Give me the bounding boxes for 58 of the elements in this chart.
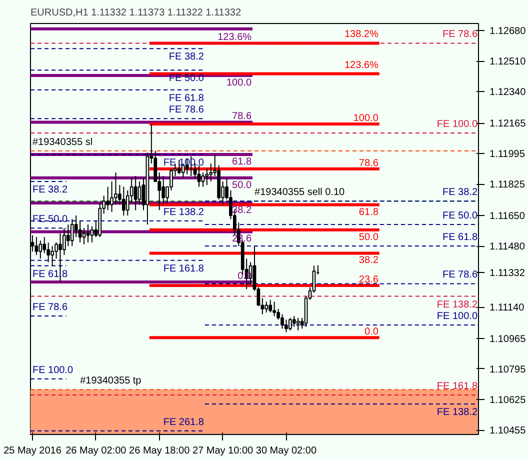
y-tick-label: 1.11825 — [490, 180, 526, 191]
series-label: 100.0 — [226, 78, 252, 89]
series-label: FE 78.6 — [442, 29, 478, 40]
series-label: FE 261.8 — [163, 416, 204, 428]
series-label: 61.8 — [232, 156, 252, 168]
series-label: FE 78.6 — [32, 302, 68, 314]
ref-line-label: #19340355 tp — [80, 376, 142, 387]
series-label: 138.2% — [344, 29, 378, 40]
x-tick-label: 26 May 18:00 — [129, 446, 190, 456]
series-label: 78.6 — [232, 111, 252, 122]
series-label: 61.8 — [358, 206, 379, 218]
series-label: 78.6 — [358, 158, 379, 169]
series-label: FE 161.8 — [163, 263, 204, 274]
series-label: 38.2 — [358, 255, 379, 266]
series-label: 123.6% — [218, 32, 252, 43]
y-tick-label: 1.12510 — [490, 56, 526, 68]
y-tick-label: 1.10625 — [490, 395, 526, 406]
series-label: FE 100.0 — [436, 118, 478, 130]
series-label: 123.6% — [344, 60, 378, 71]
y-tick-label: 1.11480 — [490, 242, 526, 253]
y-tick-label: 1.11140 — [490, 302, 525, 314]
series-label: FE 38.2 — [32, 184, 68, 196]
series-label: FE 78.6 — [168, 104, 204, 116]
series-label: FE 78.6 — [442, 270, 478, 281]
x-tick-label: 26 May 02:00 — [66, 446, 127, 456]
series-label: FE 61.8 — [168, 92, 204, 104]
x-tick-label: 30 May 02:00 — [256, 446, 317, 456]
y-tick-label: 1.10455 — [490, 426, 526, 437]
series-label: 23.6 — [358, 274, 379, 286]
series-label: 38.2 — [232, 204, 252, 216]
series-label: 50.0 — [232, 180, 252, 191]
series-label: FE 161.8 — [436, 381, 478, 392]
y-tick-label: 1.12680 — [490, 26, 526, 38]
series-label: FE 138.2 — [436, 299, 478, 310]
series-label: 50.0 — [358, 232, 379, 243]
series-label: FE 38.2 — [442, 187, 478, 198]
series-label: FE 61.8 — [442, 232, 478, 244]
series-label: FE 100.0 — [32, 364, 74, 376]
series-label: FE 50.0 — [442, 210, 478, 222]
chart-title: EURUSD,H1 1.11332 1.11373 1.11322 1.11332 — [30, 8, 242, 18]
series-label: 0.0 — [364, 326, 379, 338]
x-tick-label: 25 May 2016 — [4, 446, 62, 456]
series-label: FE 50.0 — [32, 214, 68, 226]
series-label: FE 138.2 — [436, 406, 478, 418]
series-label: 100.0 — [353, 113, 379, 124]
series-label: FE 38.2 — [168, 52, 204, 63]
y-tick-label: 1.12340 — [490, 87, 526, 98]
y-tick-label: 1.11995 — [490, 149, 526, 160]
y-tick-label: 1.10795 — [490, 364, 526, 376]
series-label: FE 100.0 — [436, 311, 478, 322]
ref-line-label: #19340355 sell 0.10 — [254, 187, 346, 198]
y-tick-label: 1.12165 — [490, 118, 526, 130]
y-tick-label: 1.11332 — [490, 268, 526, 280]
y-tick-label: 1.10965 — [490, 334, 526, 345]
ref-line-label: #19340355 sl — [32, 136, 93, 148]
y-tick-label: 1.11650 — [490, 211, 526, 222]
series-label: FE 138.2 — [163, 206, 204, 218]
x-tick-label: 27 May 10:00 — [192, 446, 254, 456]
